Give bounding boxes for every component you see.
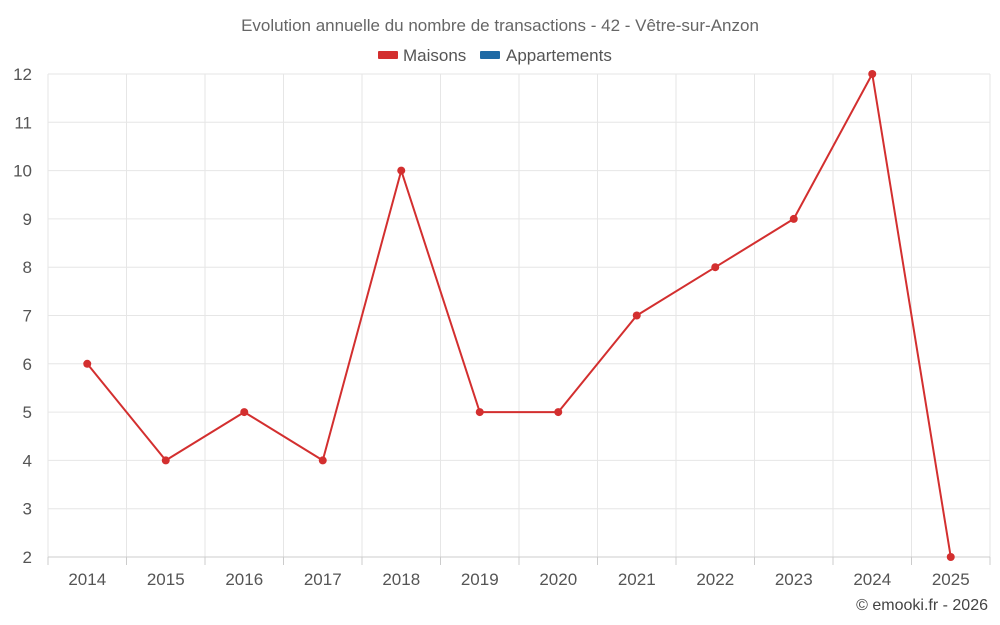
data-point[interactable] xyxy=(789,214,798,223)
legend: Maisons Appartements xyxy=(378,46,612,65)
legend-label-appartements: Appartements xyxy=(506,46,612,65)
data-point[interactable] xyxy=(318,456,327,465)
series-maisons xyxy=(83,70,955,561)
legend-item-maisons[interactable]: Maisons xyxy=(378,46,466,65)
x-tick-label: 2014 xyxy=(68,570,106,589)
credit-text: © emooki.fr - 2026 xyxy=(856,597,988,614)
y-tick-label: 11 xyxy=(14,113,32,132)
x-tick-label: 2018 xyxy=(382,570,420,589)
grid xyxy=(47,73,991,557)
x-tick-label: 2021 xyxy=(618,570,656,589)
x-tick-label: 2016 xyxy=(225,570,263,589)
x-tick-label: 2017 xyxy=(304,570,342,589)
y-tick-label: 8 xyxy=(23,258,32,277)
y-axis: 2 3 4 5 6 7 8 9 10 11 12 xyxy=(13,65,32,567)
series-line-maisons xyxy=(86,73,952,558)
data-point[interactable] xyxy=(868,70,877,78)
x-tick-label: 2023 xyxy=(775,570,813,589)
data-point[interactable] xyxy=(632,311,641,320)
x-tick-label: 2015 xyxy=(147,570,185,589)
data-point[interactable] xyxy=(946,553,955,561)
legend-label-maisons: Maisons xyxy=(403,46,466,65)
data-point[interactable] xyxy=(161,456,170,465)
data-point[interactable] xyxy=(475,408,484,417)
y-tick-label: 7 xyxy=(23,307,32,326)
y-tick-label: 12 xyxy=(13,65,32,84)
y-tick-label: 10 xyxy=(13,162,32,181)
y-tick-label: 2 xyxy=(23,548,32,567)
data-point[interactable] xyxy=(397,166,406,175)
x-tick-label: 2025 xyxy=(932,570,970,589)
x-tick-label: 2019 xyxy=(461,570,499,589)
data-point[interactable] xyxy=(554,408,563,417)
legend-swatch-appartements xyxy=(480,51,500,59)
y-tick-label: 4 xyxy=(23,451,32,470)
x-tick-label: 2022 xyxy=(696,570,734,589)
x-tick-label: 2024 xyxy=(853,570,891,589)
y-tick-label: 3 xyxy=(23,500,32,519)
data-point[interactable] xyxy=(83,359,92,368)
legend-swatch-maisons xyxy=(378,51,398,59)
y-tick-label: 6 xyxy=(23,355,32,374)
y-tick-label: 5 xyxy=(23,403,32,422)
data-point[interactable] xyxy=(711,263,720,272)
legend-item-appartements[interactable]: Appartements xyxy=(480,46,612,65)
data-point[interactable] xyxy=(240,408,249,417)
x-axis: 2014 2015 2016 2017 2018 2019 2020 2021 2022 2023… xyxy=(47,556,991,589)
y-tick-label: 9 xyxy=(23,210,32,229)
chart-title: Evolution annuelle du nombre de transact… xyxy=(241,16,759,35)
x-tick-label: 2020 xyxy=(539,570,577,589)
